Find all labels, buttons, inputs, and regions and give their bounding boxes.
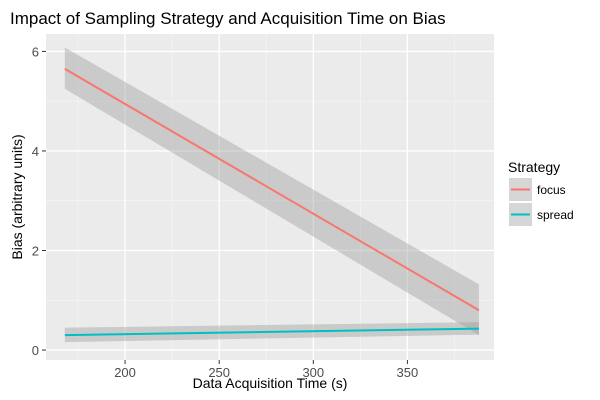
- y-axis-label: Bias (arbitrary units): [9, 134, 25, 259]
- y-tick-label: 6: [32, 44, 39, 59]
- x-axis-ticks: 200 250 300 350: [114, 360, 418, 380]
- series-lines: [64, 67, 480, 337]
- y-tick-label: 0: [32, 343, 39, 358]
- legend: Strategy focus spread: [508, 159, 574, 226]
- x-axis-label: Data Acquisition Time (s): [193, 375, 348, 391]
- spread-line: [64, 327, 479, 337]
- plot-panel: [46, 34, 494, 360]
- y-axis-ticks: 0 2 4 6: [32, 44, 46, 358]
- legend-title: Strategy: [508, 159, 560, 175]
- legend-label-focus: focus: [537, 183, 566, 197]
- y-tick-label: 2: [32, 244, 39, 259]
- legend-label-spread: spread: [537, 208, 574, 222]
- x-tick-label: 300: [302, 365, 324, 380]
- x-tick-label: 200: [114, 365, 136, 380]
- y-tick-label: 4: [32, 144, 39, 159]
- chart-title: Impact of Sampling Strategy and Acquisit…: [10, 9, 446, 28]
- x-tick-label: 350: [397, 365, 419, 380]
- major-gridlines: [46, 34, 494, 360]
- focus-line: [64, 67, 480, 312]
- x-tick-label: 250: [208, 365, 230, 380]
- focus-confidence-band: [64, 47, 479, 336]
